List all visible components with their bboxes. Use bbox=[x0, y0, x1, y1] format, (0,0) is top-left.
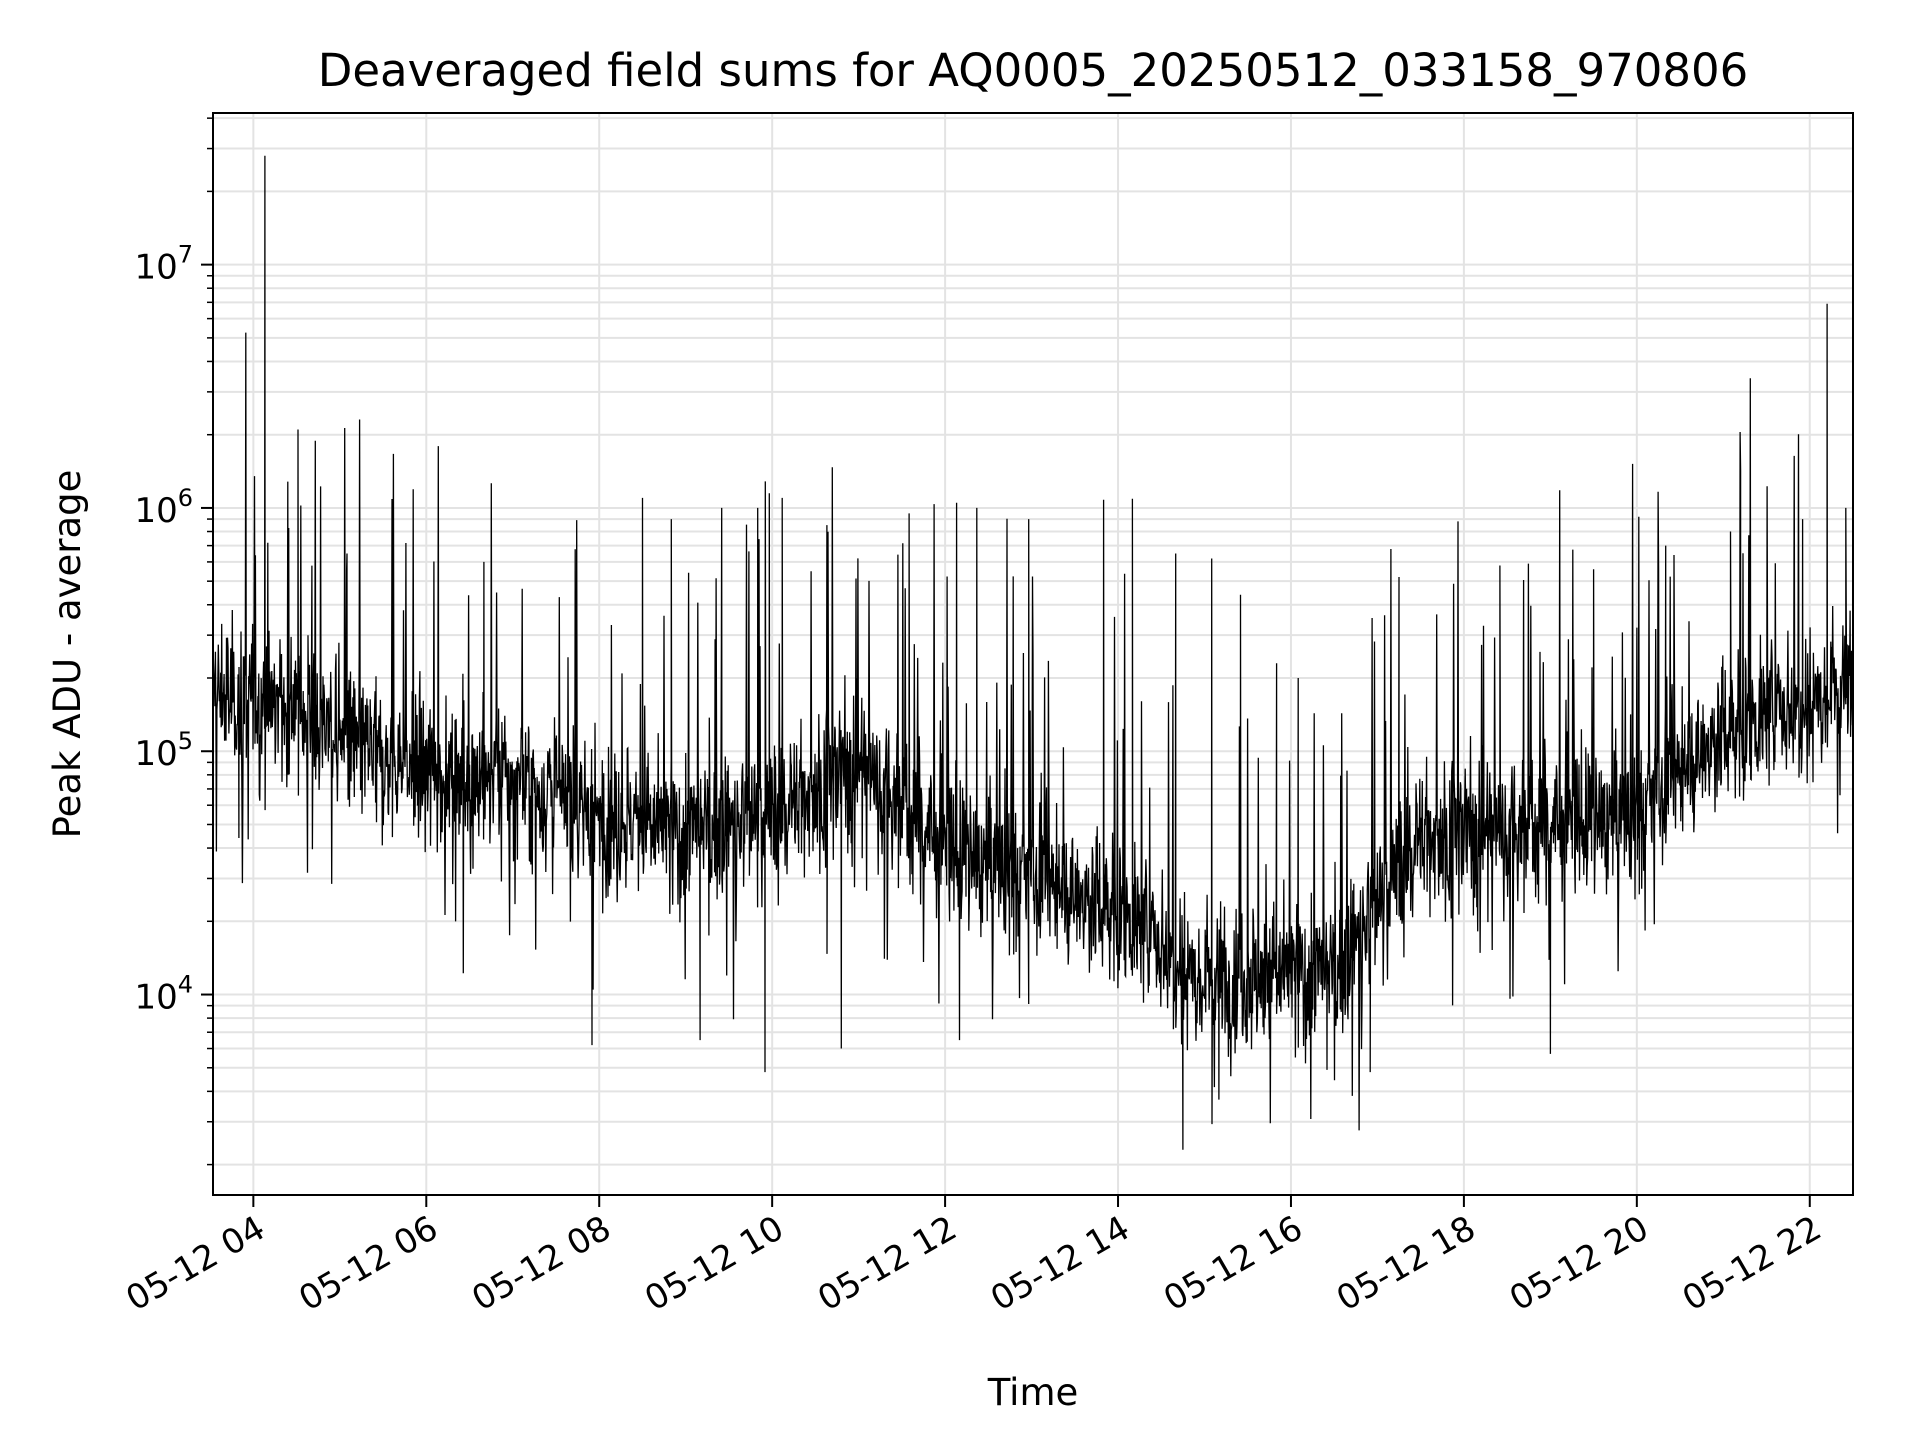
y-axis-label: Peak ADU - average bbox=[46, 470, 89, 839]
x-axis-label: Time bbox=[987, 1371, 1079, 1414]
chart-title: Deaveraged field sums for AQ0005_2025051… bbox=[318, 44, 1749, 97]
plot-frame bbox=[212, 112, 1854, 1196]
y-tick-label: 105 bbox=[134, 727, 193, 774]
y-axis: 104 105 106 107 bbox=[134, 117, 213, 1166]
y-tick-label: 107 bbox=[134, 241, 193, 288]
y-tick-label: 104 bbox=[134, 971, 193, 1018]
y-tick-label: 106 bbox=[134, 484, 193, 531]
plot-line-group bbox=[213, 155, 1853, 1150]
series-line bbox=[213, 155, 1853, 1150]
